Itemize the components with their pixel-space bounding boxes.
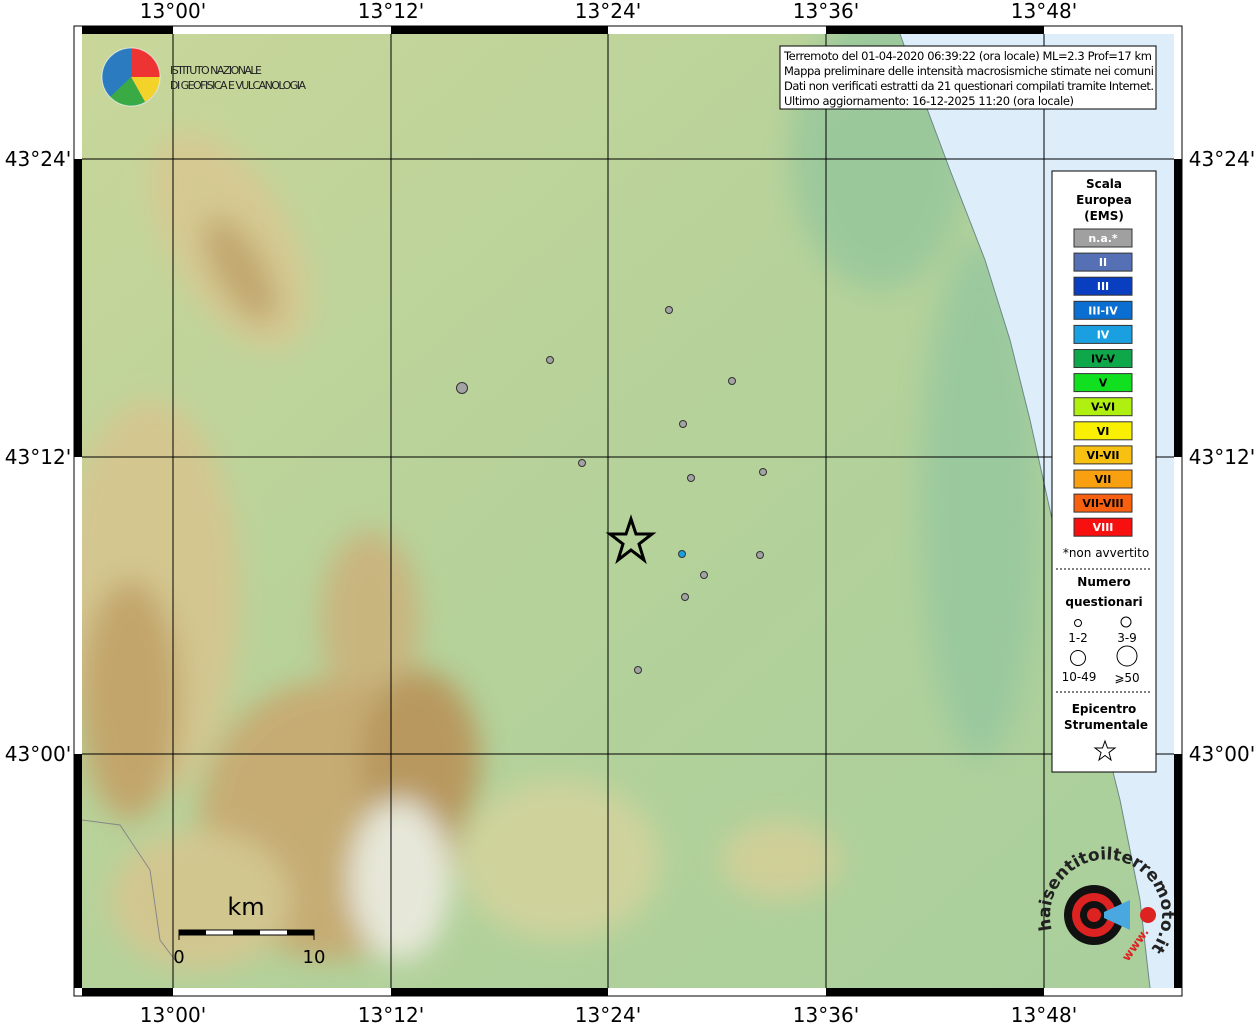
epicenter-title: Strumentale bbox=[1064, 718, 1148, 732]
scale-label: 0 bbox=[173, 947, 184, 968]
point bbox=[728, 377, 736, 385]
point bbox=[756, 551, 764, 559]
legend-swatch bbox=[1073, 373, 1133, 393]
frame-ticks bbox=[74, 26, 1182, 996]
legend-label: VIII bbox=[1093, 521, 1114, 534]
point bbox=[679, 420, 687, 428]
legend-label: VI-VII bbox=[1086, 449, 1119, 462]
point bbox=[759, 468, 767, 476]
size-label: 10-49 bbox=[1062, 670, 1097, 684]
size-label: 1-2 bbox=[1068, 631, 1088, 645]
scale-unit: km bbox=[227, 893, 264, 921]
legend-title: Europea bbox=[1076, 193, 1132, 207]
info-line: Ultimo aggiornamento: 16-12-2025 11:20 (… bbox=[784, 94, 1074, 108]
legend-label: VI bbox=[1097, 425, 1110, 438]
point bbox=[634, 666, 642, 674]
legend-label: VII-VIII bbox=[1082, 497, 1123, 510]
info-line: Mappa preliminare delle intensità macros… bbox=[784, 64, 1154, 78]
info-box: Terremoto del 01-04-2020 06:39:22 (ora l… bbox=[779, 45, 1157, 110]
lon-label: 13°24' bbox=[575, 1003, 641, 1024]
lon-label: 13°36' bbox=[793, 1003, 859, 1024]
legend-label: n.a.* bbox=[1088, 232, 1118, 245]
legend-label: IV-V bbox=[1091, 353, 1116, 366]
point bbox=[687, 474, 695, 482]
legend-label: III bbox=[1097, 280, 1109, 293]
institute-line: DI GEOFISICA E VULCANOLOGIA bbox=[170, 79, 306, 92]
point bbox=[678, 550, 686, 558]
point bbox=[456, 382, 468, 394]
lon-label: 13°24' bbox=[575, 0, 641, 23]
size-label: 3-9 bbox=[1117, 631, 1137, 645]
legend-note: *non avvertito bbox=[1063, 546, 1149, 560]
legend-swatch bbox=[1073, 228, 1133, 248]
legend-swatch bbox=[1073, 252, 1133, 272]
lon-label: 13°48' bbox=[1011, 1003, 1077, 1024]
lon-label: 13°12' bbox=[358, 1003, 424, 1024]
legend: Scala Europea (EMS) *non avvertito Numer… bbox=[1051, 170, 1157, 773]
intensity-points bbox=[456, 306, 767, 674]
lat-label: 43°00' bbox=[5, 742, 71, 766]
legend-label: II bbox=[1099, 256, 1107, 269]
epicenter bbox=[605, 514, 657, 565]
info-line: Terremoto del 01-04-2020 06:39:22 (ora l… bbox=[783, 49, 1152, 63]
axis-labels: 13°00' 13°00' 13°12' 13°12' 13°24' 13°24' 13°3… bbox=[5, 0, 1255, 1024]
legend-swatch bbox=[1073, 397, 1133, 417]
legend-swatch bbox=[1073, 276, 1133, 296]
epicenter-title: Epicentro bbox=[1072, 702, 1137, 716]
ingv-logo: ISTITUTO NAZIONALE DI GEOFISICA E VULCAN… bbox=[101, 47, 306, 107]
legend-swatch bbox=[1073, 493, 1133, 513]
size-label: ⩾50 bbox=[1114, 671, 1139, 685]
lon-label: 13°48' bbox=[1011, 0, 1077, 23]
legend-swatch bbox=[1073, 469, 1133, 489]
point bbox=[578, 459, 586, 467]
lat-label: 43°12' bbox=[5, 445, 71, 469]
legend-swatch bbox=[1073, 349, 1133, 368]
legend-swatch bbox=[1073, 517, 1133, 537]
legend-label: V bbox=[1099, 377, 1108, 390]
legend-label: IV bbox=[1097, 328, 1110, 341]
terrain bbox=[82, 34, 1174, 988]
legend-title: Scala bbox=[1086, 177, 1122, 191]
size-title: questionari bbox=[1065, 595, 1142, 609]
info-line: Dati non verificati estratti da 21 quest… bbox=[784, 79, 1154, 93]
graticule bbox=[82, 34, 1174, 988]
legend-label: III-IV bbox=[1088, 304, 1118, 317]
lat-label: 43°12' bbox=[1189, 445, 1255, 469]
legend-swatch bbox=[1073, 445, 1133, 465]
legend-label: VII bbox=[1095, 473, 1112, 486]
legend-swatch bbox=[1073, 300, 1133, 320]
lat-label: 43°24' bbox=[1189, 147, 1255, 171]
lon-label: 13°36' bbox=[793, 0, 859, 23]
point bbox=[681, 593, 689, 601]
legend-swatch bbox=[1073, 421, 1133, 441]
point bbox=[546, 356, 554, 364]
lat-label: 43°00' bbox=[1189, 742, 1255, 766]
institute-line: ISTITUTO NAZIONALE bbox=[170, 64, 262, 77]
size-title: Numero bbox=[1077, 575, 1130, 589]
point bbox=[700, 571, 708, 579]
lon-label: 13°12' bbox=[358, 0, 424, 23]
legend-label: V-VI bbox=[1091, 401, 1115, 414]
lon-label: 13°00' bbox=[140, 1003, 206, 1024]
lon-label: 13°00' bbox=[140, 0, 206, 23]
legend-swatch bbox=[1073, 324, 1133, 344]
lat-label: 43°24' bbox=[5, 147, 71, 171]
legend-title: (EMS) bbox=[1084, 209, 1124, 223]
scale-bar: km 0 10 bbox=[173, 893, 325, 968]
point bbox=[665, 306, 673, 314]
scale-label: 10 bbox=[303, 947, 326, 968]
